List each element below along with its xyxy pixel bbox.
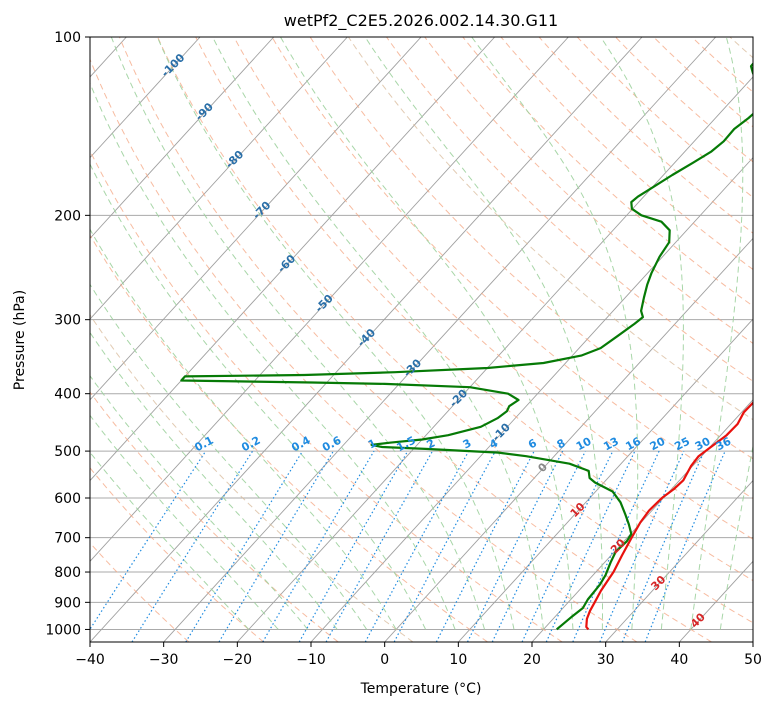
- dry-adiabat-line: [462, 37, 753, 307]
- isotherm-line: [90, 37, 201, 159]
- x-tick-label: 10: [449, 652, 467, 668]
- y-tick-label: 600: [54, 491, 81, 507]
- y-tick-label: 400: [54, 387, 81, 403]
- moist-adiabat-line: [471, 37, 639, 630]
- isotherm-line: [90, 37, 643, 642]
- dry-adiabat-line: [90, 467, 264, 642]
- isotherm-line: [90, 37, 496, 482]
- isotherm-line: [605, 479, 753, 642]
- dry-adiabat-line: [90, 542, 190, 642]
- mixing-ratio-line: [572, 450, 660, 642]
- mixing-ratio-line: [364, 450, 470, 642]
- profile-lines: [180, 62, 753, 631]
- mixing-ratio-label: 10: [574, 434, 594, 453]
- moist-adiabat-line: [90, 374, 309, 630]
- y-tick-label: 200: [54, 208, 81, 224]
- moist-adiabat-line: [90, 228, 397, 630]
- mixing-ratio-label: 16: [623, 435, 643, 454]
- x-tick-label: 0: [380, 652, 389, 668]
- x-axis-title: Temperature (°C): [360, 681, 482, 697]
- isotherm-line: [90, 37, 275, 240]
- x-tick-label: −40: [75, 652, 105, 668]
- isotherm-line: [384, 237, 753, 642]
- isotherm-line: [163, 37, 717, 642]
- dry-adiabat-line: [90, 391, 339, 642]
- x-tick-label: −30: [149, 652, 179, 668]
- x-tick-label: 20: [523, 652, 541, 668]
- dewpoint-line: [180, 62, 753, 631]
- isotherm-line: [90, 37, 422, 401]
- background-lines: [90, 37, 753, 642]
- mixing-ratio-line: [466, 450, 564, 642]
- mixing-ratio-label: 36: [714, 435, 734, 454]
- moist-adiabat-line: [90, 82, 456, 630]
- dry-adiabat-line: [118, 37, 712, 642]
- isotherm-line: [90, 37, 348, 320]
- mixing-ratio-line: [393, 450, 496, 642]
- moist-adiabat-line: [280, 37, 574, 630]
- mixing-ratio-line: [325, 450, 434, 642]
- dry-adiabat-line: [347, 37, 753, 421]
- mixing-ratio-line: [599, 450, 685, 642]
- chart-title: wetPf2_C2E5.2026.002.14.30.G11: [284, 11, 558, 31]
- mixing-ratio-line: [185, 450, 304, 642]
- mixing-ratio-label: 20: [648, 434, 668, 453]
- y-tick-label: 700: [54, 531, 81, 547]
- x-tick-label: 50: [744, 652, 762, 668]
- mixing-ratio-label: 13: [601, 435, 621, 454]
- moist-adiabat-line: [690, 37, 744, 630]
- y-tick-label: 800: [54, 565, 81, 581]
- x-tick-label: 40: [670, 652, 688, 668]
- axes: −40 −30 −20 −10 0 10 20 30 40 50 100 200 300 400 500 60…: [45, 30, 762, 668]
- mixing-ratio-line: [644, 450, 726, 642]
- x-tick-label: −10: [296, 652, 326, 668]
- isotherm-line: [458, 318, 753, 642]
- mixing-ratio-label: 25: [672, 435, 692, 454]
- moist-adiabat-line: [156, 37, 515, 630]
- moist-adiabat-line: [90, 331, 338, 630]
- mixing-ratio-line: [131, 450, 254, 642]
- y-tick-label: 500: [54, 444, 81, 460]
- moist-adiabat-line: [90, 283, 368, 630]
- x-tick-label: −20: [223, 652, 253, 668]
- y-tick-label: 100: [54, 30, 81, 46]
- isotherm-line: [531, 399, 753, 642]
- moist-adiabat-line: [212, 37, 544, 630]
- isotherm-line: [90, 37, 569, 562]
- dry-adiabat-line: [90, 149, 563, 642]
- moist-adiabat-line: [110, 37, 485, 630]
- y-tick-label: 300: [54, 313, 81, 329]
- moist-adiabat-line: [600, 37, 684, 630]
- dry-adiabat-line: [90, 58, 638, 642]
- mixing-ratio-label: 30: [693, 435, 713, 454]
- dry-adiabat-line: [424, 37, 753, 344]
- dry-adiabat-line: [90, 234, 488, 642]
- dry-adiabat-line: [157, 37, 753, 624]
- mixing-ratio-line: [621, 450, 705, 642]
- y-tick-label: 900: [54, 595, 81, 611]
- x-tick-label: 30: [597, 652, 615, 668]
- dry-adiabat-line: [385, 37, 753, 382]
- plot-frame: [89, 36, 754, 643]
- mixing-ratio-line: [90, 450, 207, 631]
- moist-adiabat-line: [719, 443, 753, 630]
- y-tick-label: 1000: [45, 622, 81, 638]
- y-axis-title: Pressure (hPa): [12, 290, 28, 390]
- temperature-line: [585, 401, 753, 631]
- isotherm-line: [237, 76, 753, 642]
